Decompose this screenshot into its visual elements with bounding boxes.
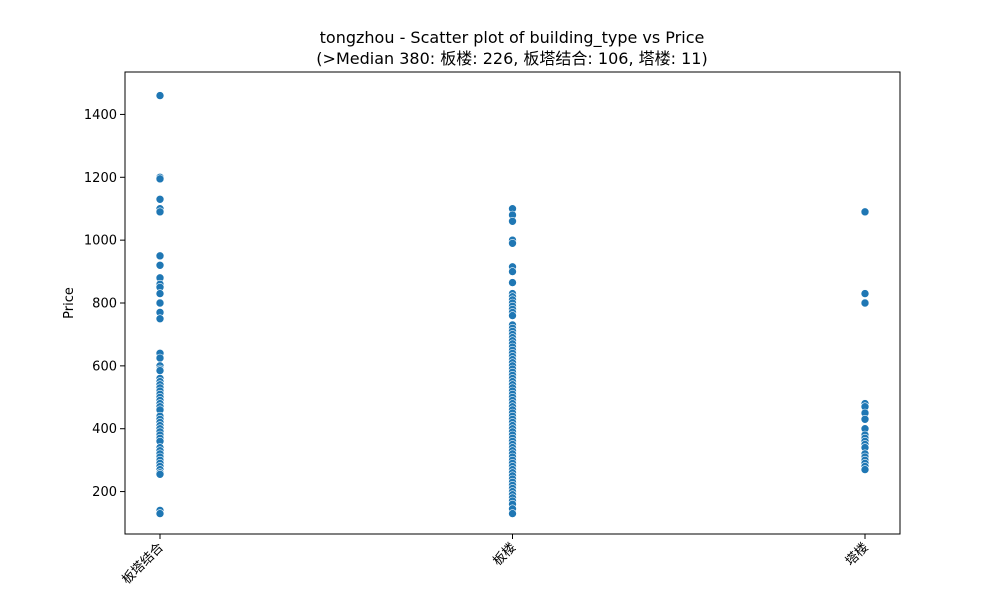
x-axis: 板塔结合 板楼 塔楼 bbox=[119, 534, 872, 588]
data-point bbox=[860, 289, 870, 298]
data-point bbox=[860, 298, 870, 308]
y-tick-label: 400 bbox=[92, 422, 117, 437]
data-points bbox=[155, 91, 870, 518]
data-point bbox=[155, 260, 165, 270]
data-point bbox=[860, 207, 870, 217]
data-point bbox=[155, 298, 165, 308]
y-tick-label: 1200 bbox=[84, 171, 117, 186]
chart-title: tongzhou - Scatter plot of building_type… bbox=[320, 28, 705, 48]
data-point bbox=[508, 216, 517, 226]
y-axis: 200 400 600 800 1000 1200 1400 bbox=[84, 108, 125, 500]
y-axis-label: Price bbox=[62, 287, 77, 319]
data-point bbox=[860, 414, 870, 424]
y-tick-label: 600 bbox=[92, 359, 117, 374]
y-tick-label: 200 bbox=[92, 485, 117, 500]
x-tick-label: 板塔结合 bbox=[119, 540, 166, 587]
y-tick-label: 800 bbox=[92, 297, 117, 312]
data-point bbox=[155, 194, 165, 204]
data-point bbox=[155, 469, 165, 479]
x-tick-label: 板楼 bbox=[490, 540, 519, 569]
data-point bbox=[508, 311, 517, 320]
data-point bbox=[155, 366, 165, 375]
data-point bbox=[508, 267, 517, 276]
data-point bbox=[155, 251, 165, 261]
data-point bbox=[155, 289, 165, 298]
y-tick-label: 1400 bbox=[84, 108, 117, 123]
data-point bbox=[155, 91, 165, 100]
data-point bbox=[155, 314, 165, 324]
data-point bbox=[860, 465, 870, 474]
data-point bbox=[155, 207, 165, 217]
data-point bbox=[508, 278, 517, 287]
chart-subtitle: (>Median 380: 板楼: 226, 板塔结合: 106, 塔楼: 11… bbox=[316, 49, 707, 68]
y-tick-label: 1000 bbox=[84, 234, 117, 249]
data-point bbox=[508, 238, 517, 248]
data-point bbox=[155, 353, 165, 363]
data-point bbox=[155, 174, 165, 184]
x-tick-label: 塔楼 bbox=[843, 540, 872, 569]
data-point bbox=[508, 509, 517, 518]
data-point bbox=[155, 509, 165, 518]
